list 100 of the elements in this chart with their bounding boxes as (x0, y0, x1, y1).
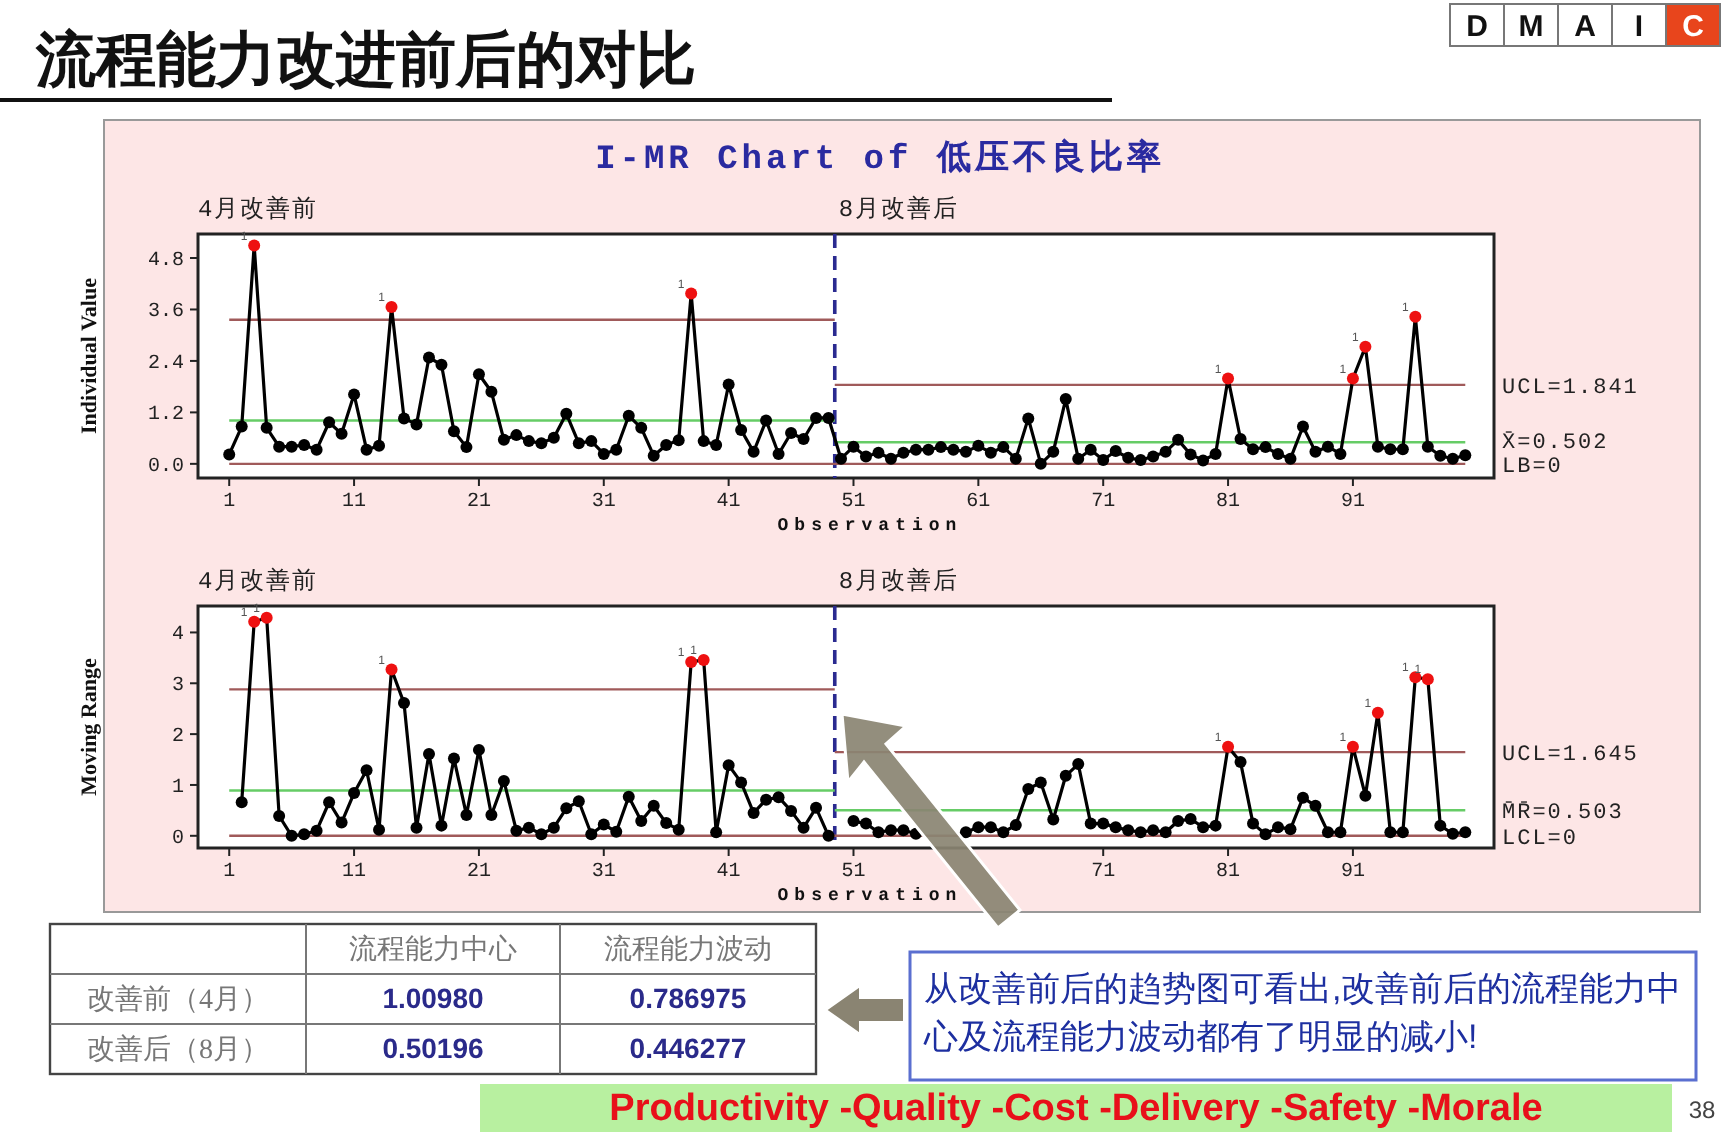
point (260, 611, 273, 624)
y-axis-title: Moving Range (78, 658, 102, 796)
y-tick-label: 2 (171, 727, 184, 750)
point (398, 697, 411, 710)
point (859, 817, 872, 830)
y-tick-label: 4.8 (147, 251, 184, 274)
point (1134, 826, 1147, 839)
x-tick-label: 11 (342, 492, 367, 514)
text: 0.50196 (382, 1032, 485, 1064)
text: 流程能力中心 (349, 934, 517, 966)
point (447, 752, 460, 765)
x-tick-label: 31 (591, 492, 616, 514)
point (685, 655, 698, 668)
point (710, 826, 723, 839)
point (285, 829, 298, 842)
point (785, 804, 798, 817)
text: D (1466, 10, 1489, 44)
point (1109, 821, 1122, 834)
point (760, 793, 773, 806)
point (1122, 824, 1135, 837)
point (422, 747, 435, 760)
x-tick-label: 51 (841, 862, 866, 884)
series-label: X̄=0.502 (1502, 429, 1609, 456)
text: 4月改善前 (198, 566, 319, 596)
point (1334, 826, 1347, 839)
x-tick-label: 41 (716, 492, 741, 514)
x-tick-label: 1 (223, 862, 236, 884)
point (248, 615, 261, 628)
point (1059, 769, 1072, 782)
point (1434, 819, 1447, 832)
point (298, 828, 311, 841)
text: 流程能力改进前后的对比 (34, 26, 696, 94)
point (1296, 791, 1309, 804)
point (797, 821, 810, 834)
x-tick-label: 71 (1091, 862, 1116, 884)
x-tick-label: 41 (716, 862, 741, 884)
series-label: LCL=0 (1502, 827, 1579, 852)
point (1371, 706, 1384, 719)
point (672, 823, 685, 836)
x-tick-label: 71 (1091, 492, 1116, 514)
y-tick-label: 3 (171, 676, 184, 699)
point (460, 808, 473, 821)
point (1259, 828, 1272, 841)
text: 从改善前后的趋势图可看出,改善前后的流程能力中心及流程能力波动都有了明显的减小! (922, 970, 1682, 1056)
point (1321, 826, 1334, 839)
point (722, 759, 735, 772)
text: 0.786975 (629, 982, 747, 1014)
point (959, 826, 972, 839)
point (323, 796, 336, 809)
point (1222, 740, 1235, 753)
text: 1.00980 (382, 982, 485, 1014)
x-tick-label: 51 (841, 492, 866, 514)
y-axis-title: Individual Value (78, 277, 102, 434)
text: C (1682, 10, 1705, 44)
point (810, 801, 823, 814)
point (984, 821, 997, 834)
point (1172, 815, 1185, 828)
point (735, 776, 748, 789)
text: 8月改善后 (838, 194, 960, 224)
point (1097, 817, 1110, 830)
point (897, 824, 910, 837)
point (235, 796, 248, 809)
point (1284, 823, 1297, 836)
text: 改善前（4月） (87, 982, 269, 1016)
x-tick-label: 61 (966, 492, 991, 514)
point (1272, 821, 1284, 834)
point (884, 824, 897, 837)
x-tick-label: 1 (223, 492, 236, 514)
x-tick-label: 31 (591, 862, 616, 884)
y-tick-label: 1.2 (147, 405, 184, 428)
point (1072, 758, 1085, 771)
point (660, 817, 673, 830)
point (348, 787, 361, 800)
point (497, 774, 510, 787)
point (1159, 826, 1172, 839)
point (697, 653, 710, 666)
point (360, 764, 373, 777)
x-tick-label: 81 (1216, 862, 1241, 884)
text: 8月改善后 (838, 566, 960, 596)
point (997, 826, 1010, 839)
point (535, 828, 548, 841)
series-label: M̄R̄=0.503 (1502, 799, 1624, 827)
x-axis-title: Observation (777, 886, 963, 906)
point (547, 821, 560, 834)
x-tick-label: 91 (1340, 492, 1365, 514)
point (747, 806, 760, 819)
point (572, 795, 585, 808)
point (1459, 826, 1472, 839)
point (1234, 756, 1247, 769)
point (1209, 819, 1222, 832)
y-tick-label: 0.0 (147, 456, 184, 479)
point (1446, 827, 1459, 840)
point (1396, 826, 1409, 839)
point (385, 663, 398, 676)
point (373, 823, 386, 836)
point (1247, 817, 1260, 830)
point (1184, 813, 1197, 826)
point (872, 826, 885, 839)
point (610, 825, 623, 838)
point (1147, 824, 1160, 837)
